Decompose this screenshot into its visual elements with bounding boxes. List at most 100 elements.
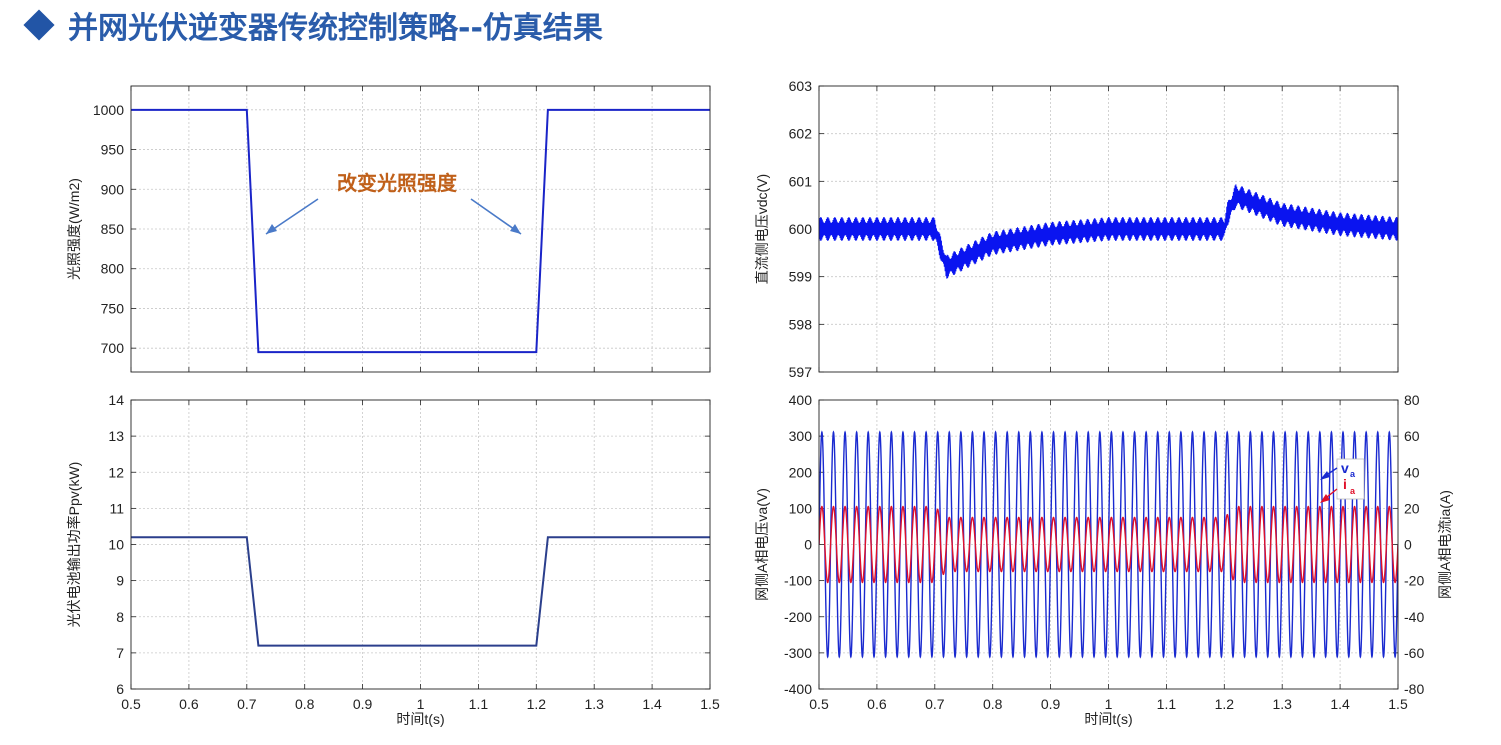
y-tick-label: -400 xyxy=(784,681,812,697)
y-right-tick-label: -20 xyxy=(1404,573,1424,589)
legend-subscript-va: a xyxy=(1350,469,1356,479)
data-layer xyxy=(131,108,710,354)
y-tick-label: 12 xyxy=(108,464,124,480)
legend-arrowhead-va-icon xyxy=(1320,471,1330,480)
x-tick-label: 0.5 xyxy=(121,696,141,712)
pv_power-series-line xyxy=(131,536,710,647)
annotation-arrowhead-left-icon xyxy=(266,224,277,234)
plot-border xyxy=(818,85,1399,373)
legend: v ai a xyxy=(1320,458,1365,503)
y-tick-label: -300 xyxy=(784,645,812,661)
y-right-axis-label: 网侧A相电流ia(A) xyxy=(1437,490,1453,599)
y-tick-label: 700 xyxy=(101,340,125,356)
x-tick-label: 1.5 xyxy=(1388,696,1408,712)
plot-border xyxy=(130,85,711,373)
x-tick-label: 0.6 xyxy=(179,696,199,712)
y-tick-label: -100 xyxy=(784,573,812,589)
x-axis-label: 时间t(s) xyxy=(396,711,444,727)
y-tick-label: 200 xyxy=(789,464,813,480)
y-tick-label: 400 xyxy=(789,392,813,408)
y-axis-label: 直流侧电压vdc(V) xyxy=(754,174,770,284)
y-axis-label: 光伏电池输出功率Ppv(kW) xyxy=(66,462,82,628)
y-tick-label: 950 xyxy=(101,142,125,158)
x-tick-label: 1.4 xyxy=(1330,696,1350,712)
x-tick-label: 1.1 xyxy=(1157,696,1177,712)
y-right-tick-label: 80 xyxy=(1404,392,1420,408)
y-right-tick-label: -60 xyxy=(1404,645,1424,661)
x-tick-label: 0.9 xyxy=(1041,696,1061,712)
y-tick-label: 603 xyxy=(789,78,813,94)
x-tick-label: 1.5 xyxy=(700,696,720,712)
y-tick-label: 11 xyxy=(109,500,124,516)
plot-border xyxy=(130,399,711,690)
dc-voltage-chart: 597 598 599 600 601 602 603 直流侧电压vdc(V) xyxy=(754,78,1399,380)
x-tick-label: 0.7 xyxy=(237,696,257,712)
x-tick-label: 1.3 xyxy=(584,696,604,712)
legend-arrowhead-ia-icon xyxy=(1320,494,1330,503)
page-title: 并网光伏逆变器传统控制策略--仿真结果 xyxy=(68,11,603,46)
data-layer xyxy=(819,430,1398,659)
y-right-tick-label: 60 xyxy=(1404,428,1420,444)
y-tick-label: 598 xyxy=(789,316,813,332)
x-tick-label: 0.9 xyxy=(353,696,373,712)
y-tick-label: 8 xyxy=(116,609,124,625)
y-right-tick-label: -80 xyxy=(1404,681,1424,697)
y-tick-label: 0 xyxy=(804,537,812,553)
legend-label-ia: i xyxy=(1343,476,1347,492)
x-tick-label: 0.5 xyxy=(809,696,829,712)
y-tick-label: 602 xyxy=(789,126,813,142)
y-tick-label: 1000 xyxy=(93,102,124,118)
y-axis-label: 网侧A相电压va(V) xyxy=(754,488,770,601)
annotation: 改变光照强度 xyxy=(265,171,522,235)
y-tick-label: 6 xyxy=(116,681,124,697)
x-tick-label: 0.7 xyxy=(925,696,945,712)
x-axis-label: 时间t(s) xyxy=(1084,711,1132,727)
grid-voltage-current-chart: 0.5 0.6 0.7 0.8 0.9 1 1.1 1.2 1.3 1.4 1.5-400-300-… xyxy=(754,392,1453,727)
data-layer xyxy=(131,536,710,647)
x-tick-label: 1.1 xyxy=(469,696,489,712)
y-right-tick-label: -40 xyxy=(1404,609,1424,625)
y-tick-label: 800 xyxy=(101,261,125,277)
y-tick-label: 10 xyxy=(108,537,124,553)
y-tick-label: 14 xyxy=(108,392,124,408)
y-right-tick-label: 40 xyxy=(1404,464,1420,480)
x-tick-label: 1.4 xyxy=(642,696,662,712)
y-right-tick-label: 20 xyxy=(1404,500,1420,516)
y-tick-label: 900 xyxy=(101,181,125,197)
x-tick-label: 1 xyxy=(1105,696,1113,712)
y-tick-label: 100 xyxy=(789,500,813,516)
data-layer xyxy=(819,184,1398,279)
annotation-arrowhead-right-icon xyxy=(510,224,521,234)
legend-label-va: v xyxy=(1341,460,1349,476)
annotation-label: 改变光照强度 xyxy=(337,171,458,195)
y-tick-label: 7 xyxy=(116,645,124,661)
y-axis-label: 光照强度(W/m2) xyxy=(66,178,82,280)
x-tick-label: 0.8 xyxy=(295,696,315,712)
y-tick-label: 600 xyxy=(789,221,813,237)
plot-border xyxy=(818,399,1399,690)
ia-series-line xyxy=(819,505,1398,584)
y-tick-label: 597 xyxy=(789,364,813,380)
slide-title: 并网光伏逆变器传统控制策略--仿真结果 xyxy=(22,4,603,46)
y-tick-label: 850 xyxy=(101,221,125,237)
pv-power-chart: 0.5 0.6 0.7 0.8 0.9 1 1.1 1.2 1.3 1.4 1.5 6 7 8 9 10 11 1… xyxy=(66,392,720,727)
x-tick-label: 1.3 xyxy=(1272,696,1292,712)
x-tick-label: 0.6 xyxy=(867,696,887,712)
irradiance-series-line xyxy=(131,108,710,354)
y-tick-label: 601 xyxy=(789,173,813,189)
y-tick-label: 300 xyxy=(789,428,813,444)
x-tick-label: 1.2 xyxy=(527,696,547,712)
y-tick-label: 13 xyxy=(108,428,124,444)
y-right-tick-label: 0 xyxy=(1404,537,1412,553)
y-tick-label: 9 xyxy=(116,573,124,589)
legend-subscript-ia: a xyxy=(1350,486,1356,496)
irradiance-chart: 700 750 800 850 900 950 1000 光照强度(W/m2) xyxy=(66,85,711,373)
y-tick-label: 750 xyxy=(101,300,125,316)
x-tick-label: 0.8 xyxy=(983,696,1003,712)
x-tick-label: 1 xyxy=(417,696,425,712)
x-tick-label: 1.2 xyxy=(1215,696,1235,712)
y-tick-label: 599 xyxy=(789,269,813,285)
vdc-series-line xyxy=(819,184,1398,279)
legend-box xyxy=(1336,458,1365,500)
